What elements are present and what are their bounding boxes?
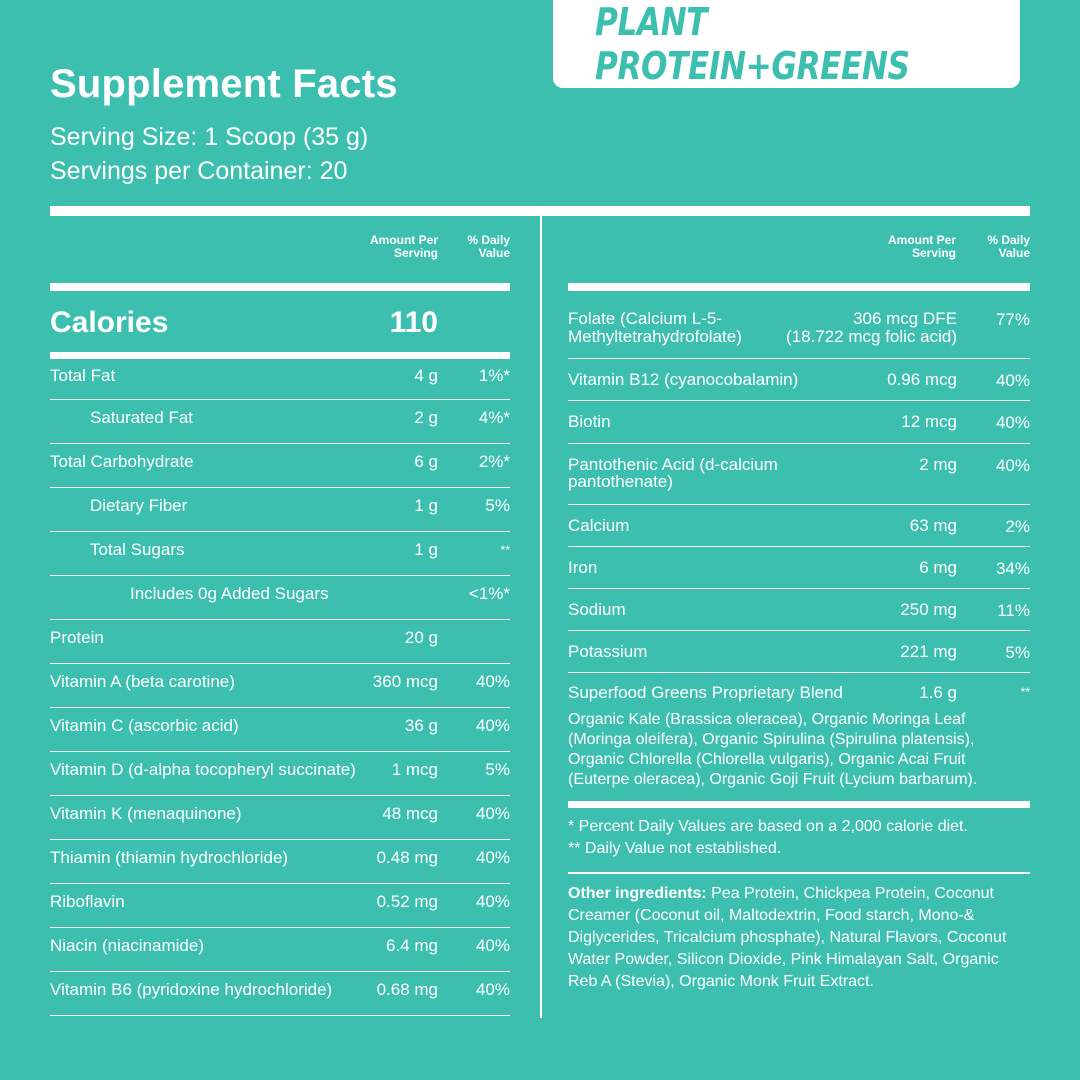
right-dv-header: % Daily Value bbox=[987, 233, 1030, 260]
table-row: Protein 20 g bbox=[50, 620, 510, 664]
footnote-daily-values: * Percent Daily Values are based on a 2,… bbox=[568, 818, 968, 835]
table-row: Thiamin (thiamin hydrochloride) 0.48 mg … bbox=[50, 840, 510, 884]
table-row: Riboflavin 0.52 mg 40% bbox=[50, 884, 510, 928]
table-row: Total Sugars 1 g ** bbox=[50, 532, 510, 576]
table-row: Niacin (niacinamide) 6.4 mg 40% bbox=[50, 928, 510, 972]
calories-value: 110 bbox=[389, 306, 438, 339]
footnote-not-established: ** Daily Value not established. bbox=[568, 840, 782, 857]
table-row: Sodium 250 mg 11% bbox=[568, 589, 1030, 631]
table-row: Vitamin C (ascorbic acid) 36 g 40% bbox=[50, 708, 510, 752]
page-title: Supplement Facts bbox=[50, 62, 398, 106]
table-row: Superfood Greens Proprietary Blend 1.6 g… bbox=[568, 683, 1030, 702]
calories-label: Calories bbox=[50, 306, 169, 339]
table-row: Pantothenic Acid (d-calcium pantothenate… bbox=[568, 444, 1030, 505]
footnote-rule bbox=[568, 872, 1030, 874]
brand-banner: PLANT PROTEIN+GREENS bbox=[553, 0, 1020, 88]
serving-info: Serving Size: 1 Scoop (35 g) Servings pe… bbox=[50, 120, 368, 188]
table-row: Calcium 63 mg 2% bbox=[568, 505, 1030, 547]
table-row: Vitamin B6 (pyridoxine hydrochloride) 0.… bbox=[50, 972, 510, 1016]
left-header-rule bbox=[50, 283, 510, 291]
column-divider bbox=[540, 216, 542, 1018]
right-amount-header: Amount Per Serving bbox=[887, 233, 956, 260]
table-row: Vitamin K (menaquinone) 48 mcg 40% bbox=[50, 796, 510, 840]
blend-rule bbox=[568, 801, 1030, 808]
right-header-rule bbox=[568, 283, 1030, 291]
table-row: Dietary Fiber 1 g 5% bbox=[50, 488, 510, 532]
table-row: Vitamin A (beta carotine) 360 mcg 40% bbox=[50, 664, 510, 708]
left-amount-header: Amount Per Serving bbox=[369, 233, 438, 260]
other-ingredients-text: Pea Protein, Chickpea Protein, Coconut C… bbox=[568, 885, 1007, 990]
top-rule bbox=[50, 206, 1030, 216]
other-ingredients-label: Other ingredients: bbox=[568, 885, 707, 902]
brand-title: PLANT PROTEIN+GREENS bbox=[595, 0, 910, 88]
left-nutrient-table: Total Fat 4 g 1%* Saturated Fat 2 g 4%* … bbox=[50, 359, 510, 1016]
blend-ingredients: Organic Kale (Brassica oleracea), Organi… bbox=[568, 711, 978, 788]
table-row: Saturated Fat 2 g 4%* bbox=[50, 400, 510, 444]
serving-size: Serving Size: 1 Scoop (35 g) bbox=[50, 123, 369, 151]
table-row: Includes 0g Added Sugars <1%* bbox=[50, 576, 510, 620]
table-row: Total Fat 4 g 1%* bbox=[50, 359, 510, 400]
calories-rule bbox=[50, 352, 510, 359]
right-nutrient-table: Folate (Calcium L-5- Methyltetrahydrofol… bbox=[568, 291, 1030, 713]
servings-per-container: Servings per Container: 20 bbox=[50, 157, 348, 185]
table-row: Total Carbohydrate 6 g 2%* bbox=[50, 444, 510, 488]
table-row: Folate (Calcium L-5- Methyltetrahydrofol… bbox=[568, 291, 1030, 359]
other-ingredients: Other ingredients: Pea Protein, Chickpea… bbox=[568, 883, 1030, 993]
table-row: Biotin 12 mcg 40% bbox=[568, 401, 1030, 444]
table-row: Iron 6 mg 34% bbox=[568, 547, 1030, 589]
table-row: Vitamin B12 (cyanocobalamin) 0.96 mcg 40… bbox=[568, 359, 1030, 401]
table-row: Vitamin D (d-alpha tocopheryl succinate)… bbox=[50, 752, 510, 796]
table-row: Potassium 221 mg 5% bbox=[568, 631, 1030, 673]
left-dv-header: % Daily Value bbox=[467, 233, 510, 260]
